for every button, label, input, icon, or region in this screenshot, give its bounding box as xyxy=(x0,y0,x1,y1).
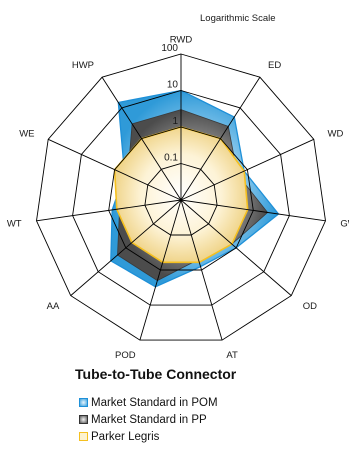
axis-label-hwp: HWP xyxy=(72,60,94,71)
tick-label-1: 1 xyxy=(172,116,178,127)
axis-spoke-wd xyxy=(180,138,314,201)
axis-label-pod: POD xyxy=(115,350,136,360)
grid-ring-0.1 xyxy=(144,163,218,236)
axis-spoke-wt xyxy=(36,199,182,222)
legend-label-parker: Parker Legris xyxy=(91,430,160,443)
axis-label-gw: GW xyxy=(340,218,349,229)
tick-label-10: 10 xyxy=(167,80,179,91)
legend-item-pom: Market Standard in POM xyxy=(79,394,218,411)
grid-ring-10 xyxy=(72,90,290,306)
axis-spoke-od xyxy=(180,199,292,296)
legend-item-parker: Parker Legris xyxy=(79,428,218,445)
grid-ring-100 xyxy=(36,53,326,341)
parker-swatch-icon xyxy=(79,432,88,441)
scale-note: Logarithmic Scale xyxy=(200,13,276,24)
axis-spoke-aa xyxy=(70,199,182,296)
legend: Market Standard in POM Market Standard i… xyxy=(79,394,218,445)
tick-label-0.1: 0.1 xyxy=(164,153,178,164)
pom-swatch-icon xyxy=(79,398,88,407)
pp-swatch-icon xyxy=(79,415,88,424)
axis-label-we: WE xyxy=(19,129,34,140)
legend-label-pp: Market Standard in PP xyxy=(91,413,207,426)
axis-spoke-gw xyxy=(180,199,326,222)
axis-spoke-at xyxy=(180,199,223,341)
axis-label-rwd: RWD xyxy=(170,35,193,46)
axis-label-wd: WD xyxy=(328,129,344,140)
axis-spoke-ed xyxy=(180,76,261,201)
legend-item-pp: Market Standard in PP xyxy=(79,411,218,428)
axis-spoke-we xyxy=(48,138,182,201)
radar-chart: RWD ED WD GW OD AT POD AA WT WE HWP 0.1 1 10 100 Logar… xyxy=(7,13,349,360)
axis-spoke-pod xyxy=(139,199,182,341)
axis-label-ed: ED xyxy=(268,60,281,71)
axis-label-wt: WT xyxy=(7,218,22,229)
chart-title: Tube-to-Tube Connector xyxy=(75,366,237,382)
axis-label-aa: AA xyxy=(47,301,60,312)
axis-label-od: OD xyxy=(303,301,317,312)
axis-label-at: AT xyxy=(226,350,238,360)
legend-label-pom: Market Standard in POM xyxy=(91,396,218,409)
tick-label-100: 100 xyxy=(161,43,178,54)
grid-ring-1 xyxy=(108,126,254,271)
axis-spoke-hwp xyxy=(101,76,182,201)
